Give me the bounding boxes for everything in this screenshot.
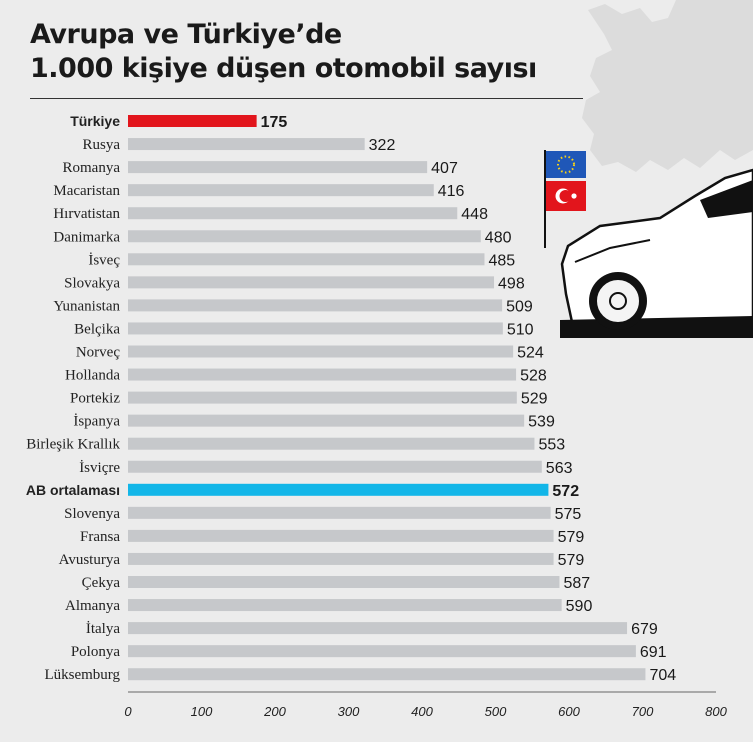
x-tick-label-300: 300	[338, 704, 360, 719]
category-label-polonya: Polonya	[71, 644, 121, 660]
chart-title: Avrupa ve Türkiye’de 1.000 kişiye düşen …	[30, 18, 537, 86]
value-label-italya: 679	[631, 621, 658, 638]
bar-hollanda	[128, 368, 517, 381]
x-tick-label-700: 700	[632, 704, 654, 719]
x-tick-label-200: 200	[263, 704, 286, 719]
category-label-fransa: Fransa	[80, 529, 120, 545]
value-label-rusya: 322	[369, 137, 396, 154]
category-label-luksemburg: Lüksemburg	[44, 667, 120, 683]
value-label-yunanistan: 509	[506, 298, 533, 315]
car-illustration	[560, 168, 753, 338]
category-label-isvec: İsveç	[88, 252, 120, 268]
bar-polonya	[128, 645, 636, 658]
bar-fransa	[128, 529, 554, 542]
x-tick-label-400: 400	[411, 704, 433, 719]
value-label-turkiye: 175	[261, 114, 288, 131]
bar-macaristan	[128, 184, 434, 197]
title-line-2: 1.000 kişiye düşen otomobil sayısı	[30, 53, 537, 84]
category-label-ispanya: İspanya	[73, 414, 120, 430]
bar-birlesik-krallik	[128, 437, 535, 450]
title-divider	[30, 98, 583, 99]
bar-isvec	[128, 253, 485, 266]
category-label-slovakya: Slovakya	[64, 275, 120, 291]
value-label-cekya: 587	[563, 575, 590, 592]
category-label-cekya: Çekya	[82, 575, 121, 591]
bar-danimarka	[128, 230, 481, 243]
category-label-macaristan: Macaristan	[53, 183, 120, 199]
value-label-isvec: 485	[488, 252, 515, 269]
value-label-almanya: 590	[566, 598, 593, 615]
bar-slovakya	[128, 276, 495, 289]
category-label-norvec: Norveç	[76, 345, 120, 361]
europe-map	[582, 0, 753, 172]
category-label-rusya: Rusya	[83, 137, 121, 153]
value-label-hollanda: 528	[520, 368, 547, 385]
category-label-yunanistan: Yunanistan	[53, 298, 120, 314]
x-tick-label-100: 100	[191, 704, 213, 719]
category-label-belcika: Belçika	[74, 321, 120, 337]
category-label-birlesik-krallik: Birleşik Krallık	[26, 437, 120, 453]
value-label-avusturya: 579	[558, 552, 585, 569]
value-label-romanya: 407	[431, 160, 458, 177]
bar-cekya	[128, 576, 560, 588]
category-label-italya: İtalya	[86, 621, 120, 637]
bar-italya	[128, 622, 628, 635]
value-label-hirvatistan: 448	[461, 206, 488, 223]
x-tick-label-600: 600	[558, 704, 580, 719]
category-label-hirvatistan: Hırvatistan	[53, 206, 120, 222]
bar-ab-ortalamasi	[128, 483, 549, 496]
turkey-flag-icon	[546, 181, 586, 211]
value-label-slovenya: 575	[555, 506, 582, 523]
bar-slovenya	[128, 506, 551, 519]
category-label-isvicre: İsviçre	[79, 460, 120, 476]
category-label-almanya: Almanya	[65, 598, 120, 614]
bar-romanya	[128, 161, 428, 174]
value-label-luksemburg: 704	[649, 667, 676, 684]
x-tick-label-0: 0	[124, 704, 132, 719]
x-tick-label-500: 500	[485, 704, 507, 719]
value-label-slovakya: 498	[498, 275, 525, 292]
value-label-portekiz: 529	[521, 391, 548, 408]
value-label-polonya: 691	[640, 644, 667, 661]
category-label-slovenya: Slovenya	[64, 506, 120, 522]
value-label-macaristan: 416	[438, 183, 465, 200]
bar-avusturya	[128, 552, 554, 565]
bar-ispanya	[128, 414, 525, 427]
value-label-belcika: 510	[507, 321, 534, 338]
bar-yunanistan	[128, 299, 503, 312]
category-label-danimarka: Danimarka	[53, 229, 120, 245]
bar-rusya	[128, 138, 365, 151]
value-label-danimarka: 480	[485, 229, 512, 246]
value-label-ab-ortalamasi: 572	[552, 483, 579, 500]
bar-turkiye	[128, 115, 257, 127]
category-label-turkiye: Türkiye	[70, 113, 120, 129]
bar-isvicre	[128, 460, 542, 473]
bar-hirvatistan	[128, 207, 458, 220]
value-label-ispanya: 539	[528, 414, 555, 431]
value-label-norvec: 524	[517, 345, 544, 362]
bar-belcika	[128, 322, 503, 335]
value-label-isvicre: 563	[546, 460, 573, 477]
value-label-fransa: 579	[558, 529, 585, 546]
x-tick-label-800: 800	[705, 704, 727, 719]
category-label-portekiz: Portekiz	[70, 391, 120, 407]
category-label-hollanda: Hollanda	[65, 368, 120, 384]
bar-norvec	[128, 345, 514, 358]
category-label-avusturya: Avusturya	[59, 552, 121, 568]
title-line-1: Avrupa ve Türkiye’de	[30, 19, 342, 50]
category-label-ab-ortalamasi: AB ortalaması	[26, 482, 120, 498]
eu-flag-icon	[546, 151, 586, 178]
value-label-birlesik-krallik: 553	[538, 437, 565, 454]
category-label-romanya: Romanya	[63, 160, 121, 176]
bar-almanya	[128, 599, 562, 612]
bar-portekiz	[128, 391, 517, 404]
bar-luksemburg	[128, 668, 646, 681]
